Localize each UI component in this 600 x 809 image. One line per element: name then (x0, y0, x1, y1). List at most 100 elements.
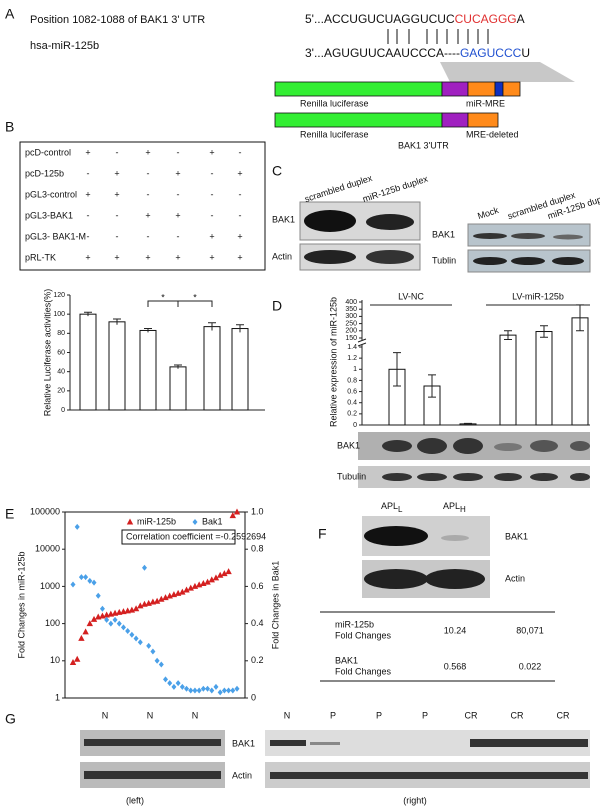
error-bar (236, 324, 244, 333)
point (133, 635, 139, 642)
annotation-box (121, 529, 236, 545)
row-label: pGL3- BAK1-M (25, 231, 86, 241)
sign: - (116, 147, 119, 157)
point (78, 574, 84, 581)
band (473, 257, 507, 265)
error-bar (208, 322, 216, 331)
lane-label: N (192, 710, 199, 720)
error-bar (428, 374, 436, 398)
point (226, 687, 232, 694)
band (304, 250, 356, 264)
seed: GAGUCCC (460, 46, 522, 60)
row-label: pcD-125b (25, 168, 64, 178)
row-label: Actin (505, 573, 525, 583)
table-value: 10.24 (444, 625, 467, 635)
panel-label: G (5, 711, 16, 727)
bands (84, 739, 588, 779)
point (116, 620, 122, 627)
table-label: BAK1 (335, 655, 358, 665)
sign: - (116, 210, 119, 220)
y-tick-label: 1 (353, 366, 357, 373)
band (552, 257, 584, 265)
panel-label: E (5, 506, 14, 522)
sign: - (211, 189, 214, 199)
point (146, 642, 152, 649)
point (99, 605, 105, 612)
y-tick-label: 20 (57, 388, 65, 395)
y2-tick-label: 0.4 (251, 618, 264, 628)
point (209, 687, 215, 694)
band (364, 569, 428, 589)
point (141, 564, 147, 571)
y-tick-label: 400 (345, 299, 357, 306)
lane-label: CR (511, 710, 524, 720)
bar (79, 313, 97, 411)
point (90, 615, 98, 622)
sign: + (175, 252, 180, 262)
point (104, 616, 110, 623)
band (304, 210, 356, 232)
point (196, 687, 202, 694)
point (112, 616, 118, 623)
row-label: BAK1 (337, 440, 360, 450)
lane-label: N (284, 710, 291, 720)
y-tick-label: 0.6 (347, 388, 357, 395)
mirna-name: hsa-miR-125b (30, 40, 99, 52)
point (183, 586, 190, 593)
lane-label: P (330, 710, 336, 720)
y-tick-label: 40 (57, 369, 65, 376)
lane-label: CR (557, 710, 570, 720)
point (162, 594, 169, 601)
point (233, 508, 241, 515)
error-bar (540, 325, 548, 338)
sign: + (85, 147, 90, 157)
y-tick-label: 10000 (35, 544, 60, 554)
y-axis-label: Fold Changes in miR-125b (16, 551, 26, 658)
error-bar (504, 330, 512, 340)
point (217, 689, 223, 696)
y-tick-label: 300 (345, 313, 357, 320)
sign: - (211, 168, 214, 178)
y2-tick-label: 0.8 (251, 544, 264, 554)
point (179, 683, 185, 690)
table-frame (19, 141, 266, 271)
sign: - (147, 189, 150, 199)
point (205, 685, 211, 692)
sign: + (145, 147, 150, 157)
point (86, 620, 94, 627)
y2-tick-label: 0 (251, 692, 256, 702)
row-label: Actin (272, 251, 292, 261)
row-label: pRL-TK (25, 252, 56, 262)
point (167, 680, 173, 687)
row-label: BAK1 (432, 229, 455, 239)
sign: - (87, 210, 90, 220)
lane-label: N (102, 710, 109, 720)
sign: - (177, 189, 180, 199)
point (221, 687, 227, 694)
legend-label: miR-125b (137, 516, 176, 526)
axis-break (357, 338, 367, 347)
y-tick-label: 120 (53, 292, 65, 299)
y-tick-label: 1.2 (347, 355, 357, 362)
y2-tick-label: 1.0 (251, 506, 264, 516)
point (137, 602, 144, 609)
point (208, 576, 215, 583)
point (191, 582, 199, 589)
pairing-lines (387, 29, 489, 44)
construct-2 (274, 112, 499, 128)
table-value: 80,071 (516, 625, 544, 635)
point (221, 570, 228, 577)
point (82, 628, 89, 635)
lane-label: P (376, 710, 382, 720)
point (126, 518, 134, 525)
point (150, 648, 156, 655)
band (425, 569, 485, 589)
point (137, 639, 143, 646)
bands (382, 438, 590, 481)
sign: + (85, 252, 90, 262)
band (366, 214, 414, 230)
error-bar (84, 311, 92, 317)
sign: + (114, 252, 119, 262)
point (179, 588, 186, 595)
error-bar (113, 318, 121, 325)
